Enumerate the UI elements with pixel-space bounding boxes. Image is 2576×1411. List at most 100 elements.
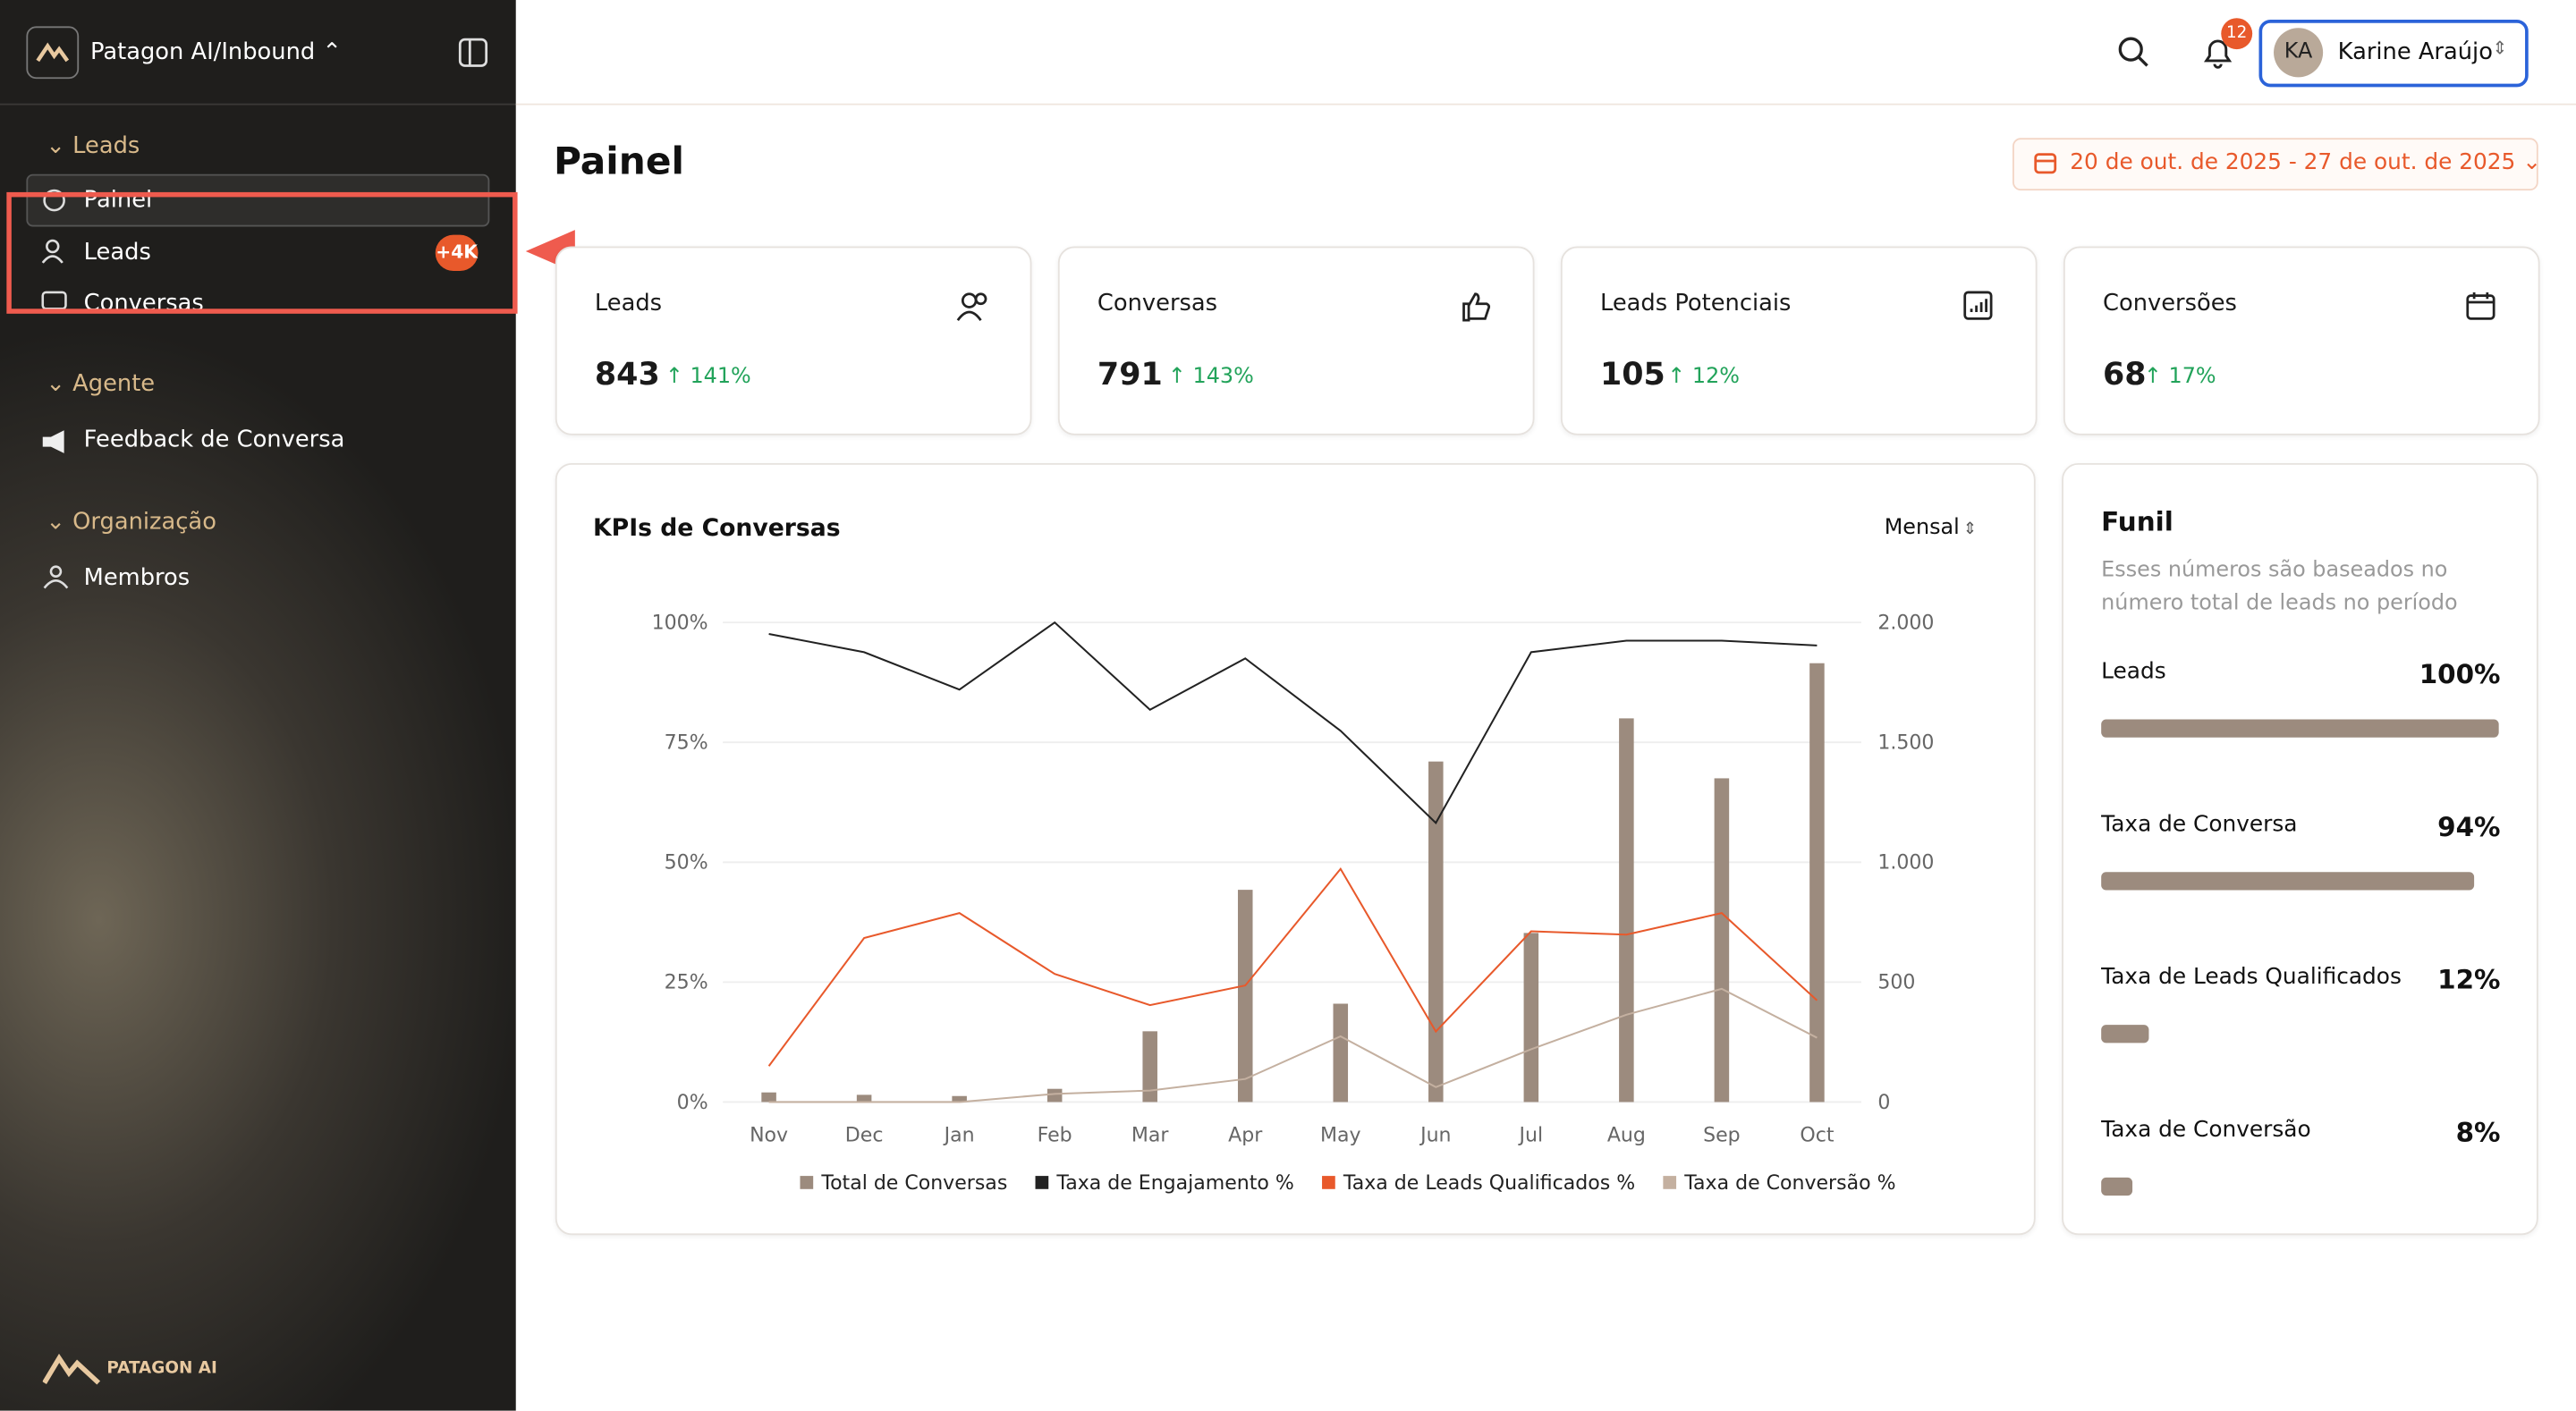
kpi-delta: ↑ 12% bbox=[1667, 364, 1740, 390]
x-tick-label: Oct bbox=[1800, 1125, 1834, 1147]
bar bbox=[1333, 1003, 1349, 1103]
legend-label: Total de Conversas bbox=[820, 1172, 1007, 1195]
bar bbox=[1619, 718, 1634, 1103]
kpi-card: Leads 843 ↑ 141% bbox=[555, 246, 1032, 435]
date-picker[interactable] bbox=[2012, 138, 2538, 191]
y2-tick-label: 1.500 bbox=[1877, 732, 1934, 755]
legend-label: Taxa de Engajamento % bbox=[1055, 1172, 1293, 1195]
chart-card bbox=[555, 462, 2036, 1236]
notification-count: 12 bbox=[2221, 18, 2253, 50]
y-tick-label: 100% bbox=[652, 612, 708, 634]
funnel-name: Taxa de Conversão bbox=[2101, 1116, 2311, 1144]
x-tick-label: Apr bbox=[1228, 1125, 1263, 1147]
x-tick-label: Jul bbox=[1518, 1125, 1544, 1147]
bar bbox=[1142, 1031, 1157, 1103]
x-tick-label: Jan bbox=[943, 1125, 975, 1147]
funnel-percent: 12% bbox=[2437, 964, 2501, 996]
section-toggle[interactable]: ⌄ Organização bbox=[46, 509, 216, 536]
period-chevron: ⇕ bbox=[1963, 520, 1977, 538]
funnel-bar bbox=[2101, 719, 2499, 738]
nav-label[interactable]: Feedback de Conversa bbox=[83, 427, 345, 453]
kpi-value: 843 bbox=[594, 356, 660, 393]
funnel-bar bbox=[2101, 1025, 2149, 1043]
section-toggle[interactable]: ⌄ Agente bbox=[46, 371, 156, 398]
legend-swatch bbox=[800, 1176, 814, 1189]
workspace-logo bbox=[26, 26, 80, 80]
nav-icon bbox=[42, 430, 64, 453]
legend-label: Taxa de Leads Qualificados % bbox=[1343, 1172, 1635, 1195]
legend-swatch bbox=[1322, 1176, 1335, 1189]
y-tick-label: 25% bbox=[665, 972, 708, 994]
bar bbox=[856, 1094, 872, 1103]
topbar bbox=[515, 0, 2576, 106]
legend-label: Taxa de Conversão % bbox=[1683, 1172, 1895, 1195]
x-tick-label: May bbox=[1320, 1125, 1361, 1147]
section-title: Organização bbox=[72, 509, 216, 536]
kpi-value: 105 bbox=[1599, 356, 1665, 393]
bar bbox=[1428, 761, 1444, 1103]
kpi-delta-value: 12% bbox=[1691, 364, 1740, 390]
nav-label[interactable]: Painel bbox=[83, 187, 153, 214]
funnel-bar bbox=[2101, 1177, 2133, 1196]
kpi-card: Leads Potenciais 105 ↑ 12% bbox=[1560, 246, 2038, 435]
search-button[interactable] bbox=[2116, 35, 2152, 71]
workspace-switcher[interactable]: Patagon AI/Inbound ⌃ bbox=[90, 39, 342, 66]
y2-tick-label: 0 bbox=[1877, 1092, 1890, 1114]
y-tick-label: 75% bbox=[665, 732, 708, 755]
funnel-title: Funil bbox=[2101, 505, 2174, 537]
bar bbox=[952, 1095, 967, 1103]
period-select: Mensal bbox=[1885, 514, 1960, 539]
workspace-name: Patagon AI/Inbound bbox=[90, 39, 316, 66]
x-tick-label: Jun bbox=[1419, 1125, 1451, 1147]
line bbox=[767, 867, 1818, 1067]
nav-label[interactable]: Membros bbox=[83, 564, 191, 592]
kpi-label: Conversões bbox=[2103, 291, 2237, 317]
bar bbox=[1809, 663, 1825, 1103]
kpi-delta: ↑ 17% bbox=[2143, 364, 2216, 390]
nav-label[interactable]: Leads bbox=[83, 240, 151, 266]
sidebar: Patagon AI/Inbound ⌃ ⌄ Leads Painel Lead… bbox=[0, 0, 516, 1411]
date-range: 20 de out. de 2025 - 27 de out. de 2025 … bbox=[2070, 149, 2541, 176]
section-title: Agente bbox=[72, 371, 156, 398]
collapse-button[interactable] bbox=[457, 36, 490, 69]
funnel-percent: 100% bbox=[2419, 658, 2501, 690]
funnel-name: Leads bbox=[2101, 658, 2166, 685]
date-range-text: 20 de out. de 2025 - 27 de out. de 2025 bbox=[2070, 149, 2516, 176]
nav-item-active[interactable] bbox=[26, 173, 490, 227]
kpi-value: 791 bbox=[1097, 356, 1163, 393]
funnel-percent: 8% bbox=[2455, 1116, 2501, 1148]
footer-brand: PATAGON AI bbox=[106, 1359, 217, 1379]
kpi-icon bbox=[956, 292, 987, 321]
nav-icon bbox=[43, 565, 69, 589]
chart: KPIs de Conversas Mensal ⇕ 0% 25% 50% 75% 100% 0… bbox=[593, 514, 1977, 1195]
line bbox=[768, 621, 1818, 824]
kpi-icon bbox=[2466, 291, 2496, 320]
y-tick-label: 0% bbox=[677, 1092, 708, 1114]
section-title: Leads bbox=[72, 132, 140, 160]
funnel-name: Taxa de Conversa bbox=[2101, 811, 2298, 838]
calendar-icon bbox=[2034, 153, 2057, 174]
kpi-delta-value: 143% bbox=[1192, 364, 1254, 390]
x-tick-label: Nov bbox=[750, 1125, 788, 1147]
x-tick-label: Sep bbox=[1703, 1125, 1741, 1147]
kpi-label: Leads Potenciais bbox=[1599, 291, 1792, 317]
notifications-button[interactable] bbox=[2199, 35, 2235, 71]
page-title: Painel bbox=[553, 140, 685, 184]
y2-tick-label: 500 bbox=[1877, 972, 1915, 994]
bar bbox=[761, 1092, 776, 1103]
funnel-bar bbox=[2101, 872, 2475, 891]
user-menu[interactable] bbox=[2258, 20, 2529, 88]
chart-title: KPIs de Conversas bbox=[593, 514, 841, 542]
nav-badge: +4K bbox=[435, 234, 479, 272]
funnel-percent: 94% bbox=[2437, 811, 2501, 843]
highlight-box bbox=[6, 191, 518, 314]
line bbox=[768, 987, 1818, 1103]
legend-swatch bbox=[1663, 1176, 1677, 1189]
bar bbox=[1237, 890, 1253, 1103]
divider bbox=[0, 103, 516, 106]
kpi-card: Conversões 68 ↑ 17% bbox=[2063, 246, 2540, 435]
funnel-card: Funil Esses números são baseados no núme… bbox=[2062, 462, 2538, 1236]
section-toggle[interactable]: ⌄ Leads bbox=[46, 132, 140, 160]
